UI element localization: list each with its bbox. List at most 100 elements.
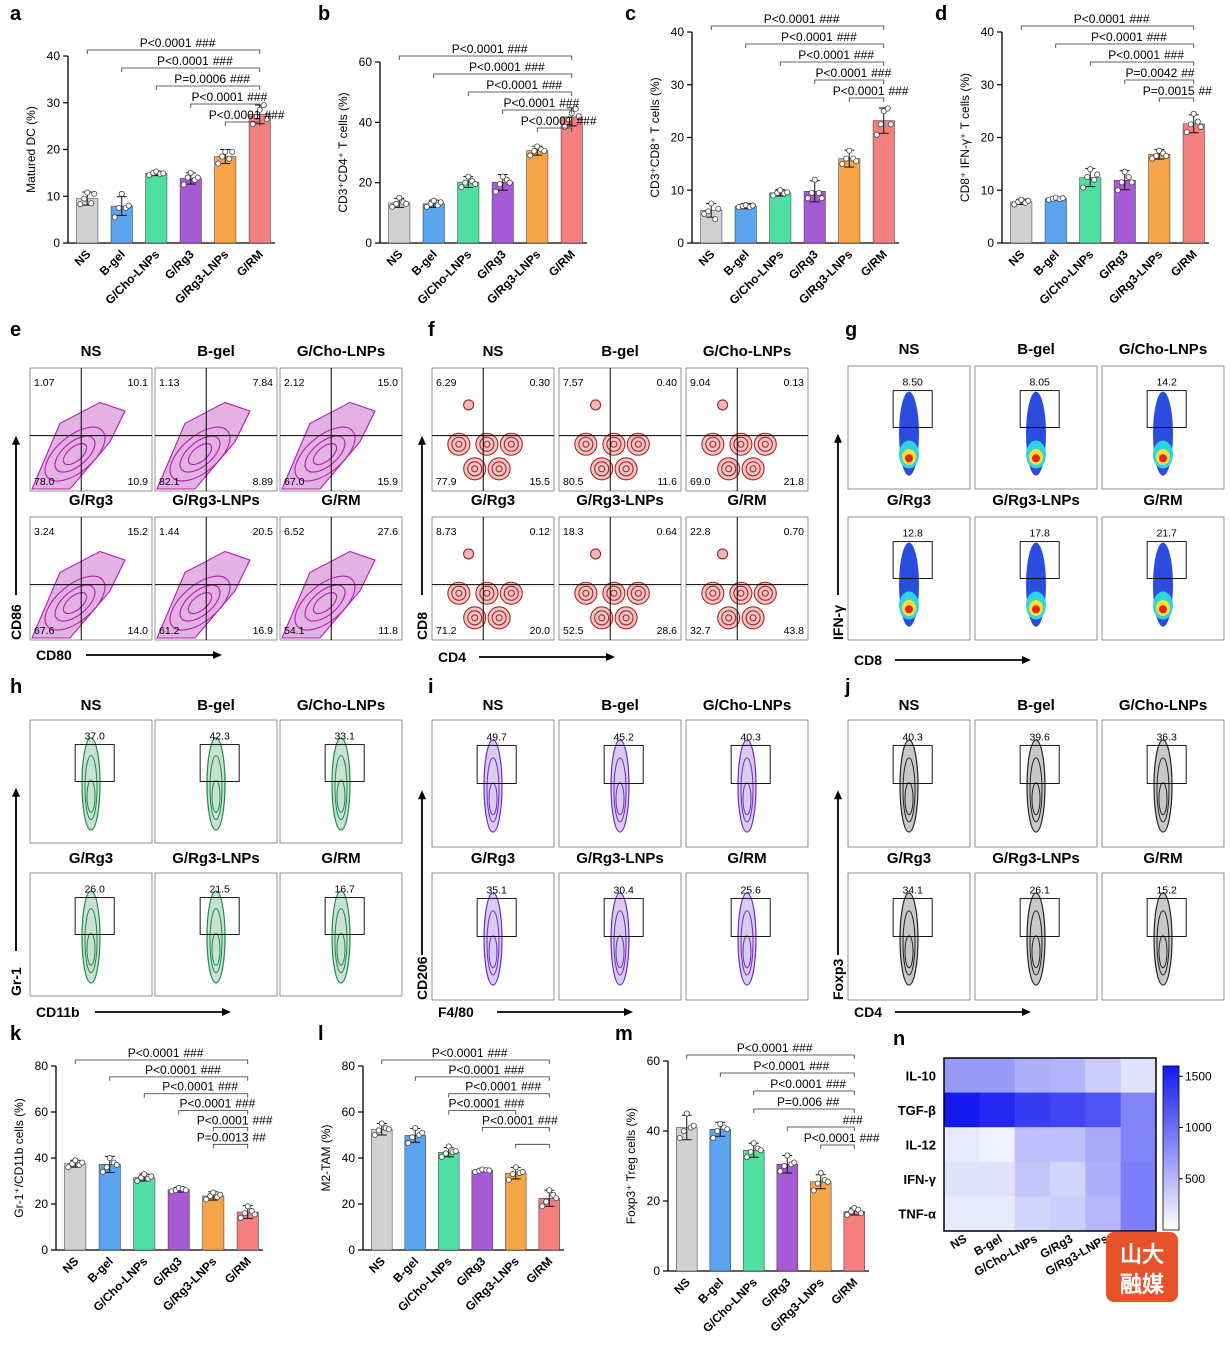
bar-NS: [371, 1129, 393, 1251]
flow-plot-title: B-gel: [1017, 341, 1055, 358]
contour: [613, 757, 627, 823]
data-point: [217, 1191, 224, 1198]
data-point: [877, 121, 884, 128]
data-point: [844, 1212, 851, 1219]
quadrant-value-ul: 7.57: [563, 377, 584, 389]
flow-plot-frame: [558, 367, 682, 492]
heatmap-cell: [944, 1058, 980, 1094]
flow-plot-title: G/RM: [1143, 492, 1182, 509]
density-contours: [31, 550, 126, 639]
y-tick-label: 0: [53, 236, 60, 250]
heatmap-cell: [1085, 1058, 1122, 1094]
contour: [1031, 935, 1041, 969]
gate-value: 36.3: [1156, 731, 1177, 743]
data-point: [1190, 110, 1197, 117]
data-point: [1183, 129, 1190, 136]
data-point: [106, 1155, 113, 1162]
data-point: [194, 174, 201, 181]
significance-label: ###: [538, 1113, 558, 1127]
data-point: [519, 1168, 526, 1175]
contour: [737, 440, 745, 448]
y-arrow-head: [12, 435, 20, 445]
data-point: [182, 1187, 189, 1194]
data-point: [237, 1214, 244, 1221]
quadrant-value-ll: 61.2: [159, 625, 180, 637]
y-tick-label: 20: [35, 1197, 49, 1211]
cluster: [463, 548, 475, 560]
y-axis-title: M2-TAM (%): [319, 1124, 333, 1191]
p-value-label: P<0.0001: [140, 36, 192, 50]
heatmap-frame: [943, 1057, 1157, 1232]
heatmap-cell: [1120, 1127, 1157, 1163]
p-value-label: P<0.0001: [1091, 30, 1143, 44]
gate-value: 30.4: [613, 884, 634, 896]
data-point: [134, 1178, 141, 1185]
data-point: [160, 170, 167, 177]
flow-plot-title: G/Cho-LNPs: [297, 343, 385, 360]
quadrant-value-ll: 67.0: [284, 476, 305, 488]
data-point: [88, 200, 95, 207]
heatmap-cell: [1120, 1092, 1157, 1128]
contour: [84, 755, 98, 821]
density-contours: [447, 548, 523, 630]
contour: [471, 465, 479, 473]
data-point: [241, 1210, 248, 1217]
flow-plot: B-gel 7.57 0.40 80.5 11.6: [558, 343, 682, 492]
y-arrow-head: [834, 433, 842, 443]
data-point: [839, 160, 846, 167]
comparison-bracket: [224, 121, 261, 126]
panel-letter-i: i: [428, 676, 434, 698]
p-value-label: P<0.0001: [1074, 12, 1126, 26]
heatmap-cell: [1050, 1161, 1086, 1197]
contour: [709, 589, 717, 597]
x-tick-label: G/RM: [546, 247, 578, 279]
data-point: [853, 158, 860, 165]
bar-G/Rg3: [471, 1170, 493, 1251]
y-tick-label: 60: [342, 1105, 356, 1119]
bar-G/RM: [248, 114, 271, 244]
contour: [904, 782, 914, 816]
data-point: [118, 190, 125, 197]
x-tick-label: NS: [384, 247, 406, 269]
p-value-label: P=0.0006: [174, 72, 226, 86]
contour: [578, 436, 594, 452]
comparison-bracket: [109, 1076, 249, 1081]
x-tick-label: G/RM: [828, 1275, 860, 1307]
quadrant-value-ul: 3.24: [34, 526, 55, 538]
data-point: [749, 202, 756, 209]
heatmap-cell: [944, 1161, 980, 1197]
bar-G/Cho-LNPs: [133, 1177, 156, 1251]
data-point: [253, 113, 260, 120]
contour: [495, 465, 503, 473]
significance-label: ##: [1199, 84, 1213, 98]
y-tick-label: 20: [671, 131, 685, 145]
data-point: [884, 105, 891, 112]
flow-panel-f: f NS 6.29 0.30 77.9 15.5 B-gel 7.57 0.40 80.5 11.6…: [414, 319, 809, 665]
y-axis-title: Gr-1⁺/CD11b cells (%): [12, 1098, 26, 1217]
data-point: [1118, 179, 1125, 186]
x-tick-label: B-gel: [1031, 247, 1062, 278]
contour: [630, 436, 646, 452]
y-tick-label: 80: [35, 1059, 49, 1073]
data-point: [572, 105, 579, 112]
data-point: [815, 189, 822, 196]
colorbar-label: 1000: [1185, 1121, 1212, 1135]
contour: [491, 461, 507, 477]
x-tick-label: NS: [366, 1254, 388, 1276]
flow-plot-frame: [558, 516, 682, 641]
cluster: [753, 432, 777, 456]
flow-plot-title: G/Rg3-LNPs: [992, 850, 1080, 867]
data-point: [747, 1149, 754, 1156]
data-point: [486, 1167, 493, 1174]
panel-letter-g: g: [845, 319, 857, 341]
heatmap-cell: [1050, 1058, 1086, 1094]
gate-value: 33.1: [334, 731, 355, 743]
heatmap-row-label: TGF-β: [898, 1103, 936, 1118]
significance-label: ###: [542, 78, 562, 92]
contour: [455, 440, 463, 448]
flow-plot-title: B-gel: [197, 697, 235, 714]
flow-plot-frame: [279, 367, 403, 492]
contour: [1029, 757, 1043, 823]
x-tick-label: G/RM: [222, 1254, 254, 1286]
flow-plot-frame: [154, 516, 278, 641]
